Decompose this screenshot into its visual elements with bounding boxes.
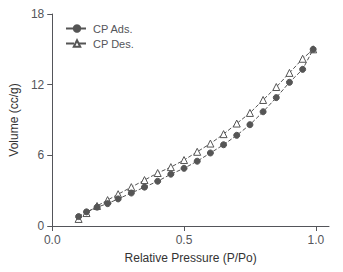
svg-text:6: 6	[38, 148, 45, 162]
svg-text:Volume (cc/g): Volume (cc/g)	[7, 83, 21, 156]
svg-text:18: 18	[31, 7, 45, 21]
svg-text:0: 0	[38, 219, 45, 233]
svg-text:1.0: 1.0	[307, 233, 324, 247]
svg-text:12: 12	[31, 78, 45, 92]
svg-text:0.5: 0.5	[176, 233, 193, 247]
svg-text:CP Des.: CP Des.	[93, 38, 134, 50]
svg-text:0.0: 0.0	[44, 233, 61, 247]
svg-text:Relative Pressure (P/Po): Relative Pressure (P/Po)	[125, 251, 257, 265]
svg-text:CP Ads.: CP Ads.	[93, 23, 133, 35]
